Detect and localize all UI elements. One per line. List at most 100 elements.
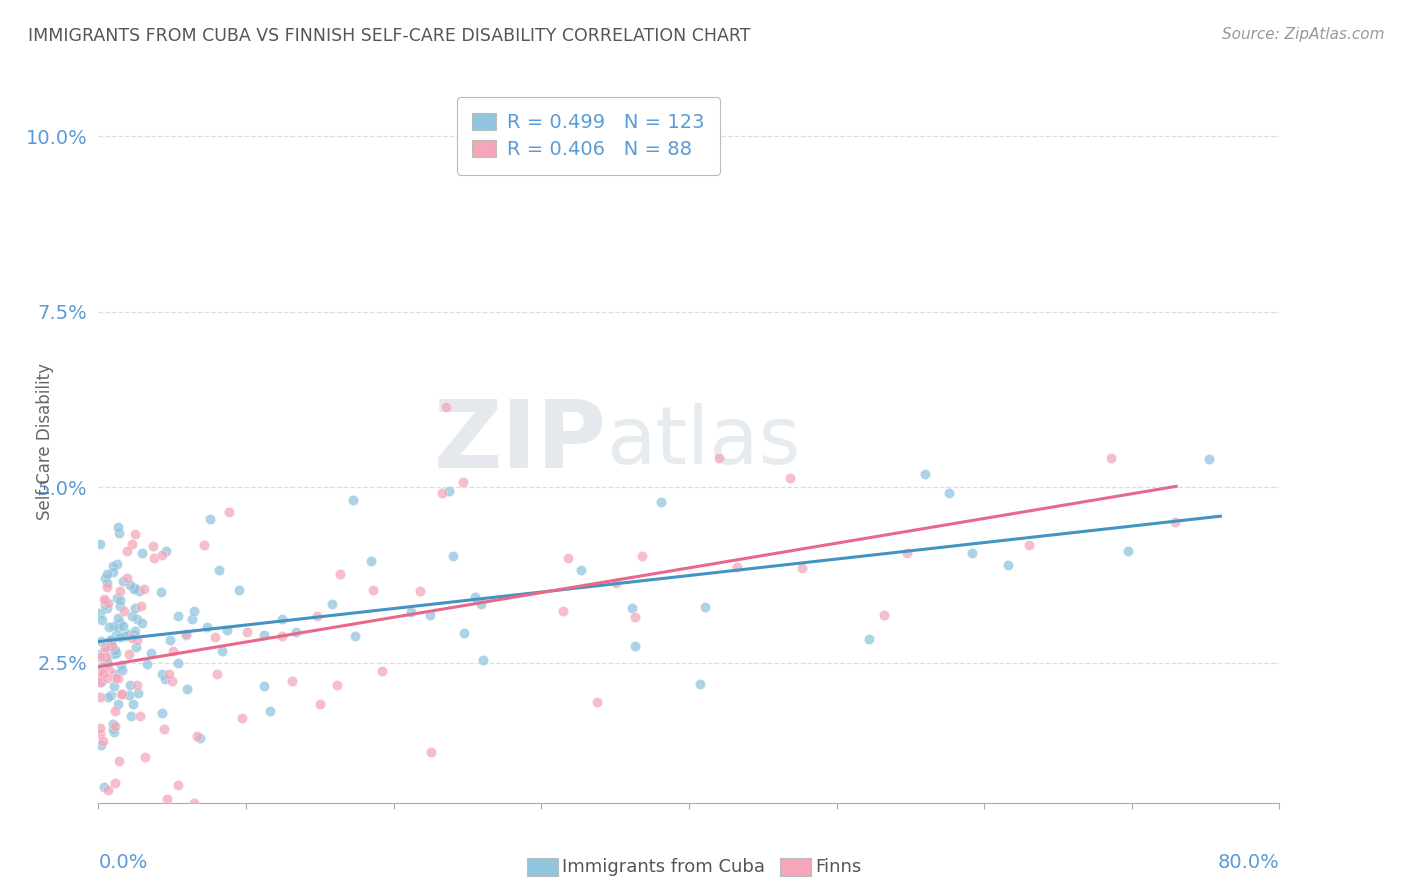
Text: 80.0%: 80.0% [1218, 854, 1279, 872]
Point [725, 559, 748, 574]
Point [167, 657, 190, 671]
Point [204, 630, 226, 644]
Point [104, 719, 127, 733]
Point [321, 597, 343, 611]
Point [120, 578, 142, 592]
Point [112, 604, 135, 618]
Point [96, 576, 118, 591]
Point [155, 544, 177, 558]
Point [101, 566, 124, 580]
Point [122, 627, 145, 641]
Point [231, 711, 253, 725]
Point [107, 671, 129, 685]
Point [1198, 452, 1220, 467]
Point [150, 548, 173, 562]
Point [150, 666, 173, 681]
Point [89, 727, 111, 741]
Point [89, 606, 111, 620]
Point [135, 657, 157, 671]
Point [693, 600, 716, 615]
Point [103, 619, 125, 633]
Point [96, 580, 118, 594]
Point [121, 697, 143, 711]
Point [153, 673, 176, 687]
Point [557, 550, 579, 565]
Point [125, 678, 148, 692]
Point [401, 605, 423, 619]
Point [858, 632, 880, 647]
Point [623, 610, 645, 624]
Point [689, 677, 711, 691]
Point [111, 574, 134, 588]
Point [631, 549, 654, 563]
Point [103, 717, 125, 731]
Point [174, 627, 197, 641]
Point [121, 537, 143, 551]
Point [779, 471, 801, 485]
Point [101, 640, 124, 654]
Point [361, 583, 384, 598]
Point [89, 648, 111, 662]
Point [419, 607, 441, 622]
Point [114, 629, 136, 643]
Point [90, 633, 112, 648]
Point [127, 686, 149, 700]
Point [115, 571, 138, 585]
Point [624, 639, 647, 653]
Point [89, 650, 111, 665]
Point [124, 526, 146, 541]
Point [89, 690, 111, 705]
Point [90, 674, 112, 689]
Point [117, 627, 139, 641]
Point [453, 626, 475, 640]
Point [157, 667, 180, 681]
Point [93, 572, 115, 586]
Point [586, 695, 609, 709]
Point [124, 624, 146, 638]
Point [107, 698, 129, 712]
Point [103, 725, 125, 739]
Point [118, 647, 141, 661]
Point [104, 671, 127, 685]
Point [101, 722, 124, 736]
Point [124, 582, 146, 596]
Point [186, 729, 208, 743]
Point [101, 558, 124, 573]
Point [188, 731, 211, 745]
Point [259, 704, 281, 718]
Point [121, 608, 143, 623]
Point [439, 483, 461, 498]
Point [93, 592, 115, 607]
Point [183, 796, 205, 810]
Point [97, 663, 120, 677]
Text: Finns: Finns [815, 858, 862, 876]
Point [707, 450, 730, 465]
Point [107, 611, 129, 625]
Point [89, 668, 111, 682]
Point [228, 582, 250, 597]
Point [281, 673, 304, 688]
Point [1118, 544, 1140, 558]
Point [96, 671, 118, 685]
Point [434, 400, 457, 414]
Point [134, 750, 156, 764]
Point [108, 754, 131, 768]
Point [121, 631, 143, 645]
Point [176, 628, 198, 642]
Point [127, 612, 149, 626]
Point [124, 581, 146, 595]
Point [98, 620, 121, 634]
Point [307, 608, 329, 623]
Point [790, 561, 813, 575]
Point [569, 563, 592, 577]
Point [110, 599, 132, 613]
Point [167, 778, 190, 792]
Point [181, 612, 204, 626]
Point [419, 745, 441, 759]
Point [472, 653, 495, 667]
Point [93, 640, 115, 654]
Point [90, 613, 112, 627]
Point [97, 690, 120, 704]
Point [112, 618, 135, 632]
Point [156, 791, 179, 805]
